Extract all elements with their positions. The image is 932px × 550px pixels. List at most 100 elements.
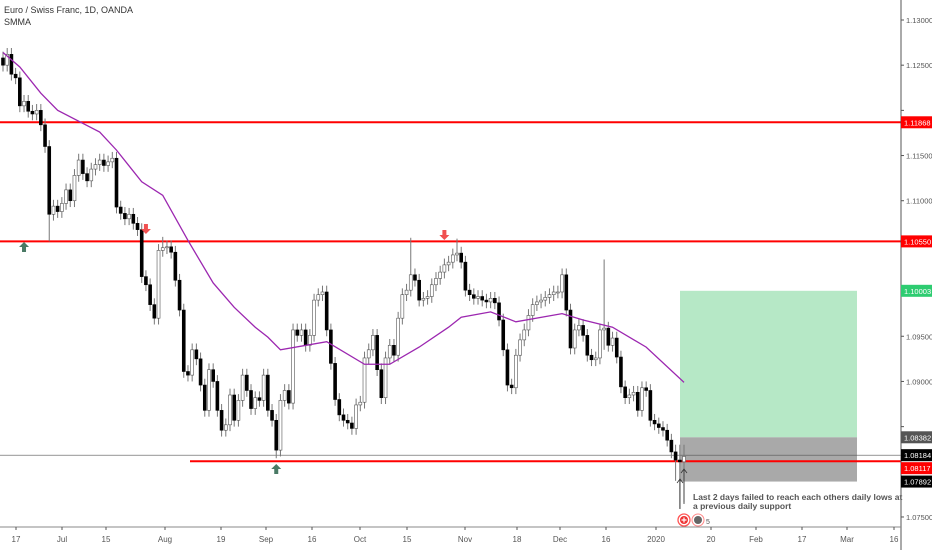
candle xyxy=(568,303,573,355)
candle-body xyxy=(299,329,304,336)
candle-body xyxy=(669,439,674,453)
candle-body xyxy=(526,315,531,331)
annotation-note[interactable]: Last 2 days failed to reach each others … xyxy=(693,492,903,511)
candle xyxy=(631,385,636,402)
candle xyxy=(232,388,237,427)
candle-body xyxy=(219,410,224,431)
candle xyxy=(312,293,316,342)
candle-body xyxy=(455,252,459,256)
candle xyxy=(102,153,106,172)
candle xyxy=(118,200,123,220)
candle-body xyxy=(602,327,606,331)
candle xyxy=(85,167,89,188)
candle-body xyxy=(598,329,602,359)
candle-body xyxy=(396,317,400,356)
candle-body xyxy=(665,429,669,441)
candle xyxy=(131,207,136,230)
candle-body xyxy=(610,337,615,346)
candle xyxy=(81,153,85,180)
candle-body xyxy=(404,289,409,295)
candle xyxy=(13,67,18,85)
candle-body xyxy=(287,390,291,404)
candle-body xyxy=(223,424,228,431)
candle-body xyxy=(215,381,220,411)
candle xyxy=(198,352,203,392)
candle-body xyxy=(556,291,560,294)
earnings-badge-icon xyxy=(694,516,702,524)
candle xyxy=(190,343,194,382)
last-price-label-bg xyxy=(901,449,932,462)
time-tick-label: 15 xyxy=(102,535,111,544)
candle xyxy=(488,291,493,309)
candle-body xyxy=(425,296,430,299)
candle xyxy=(30,104,35,121)
arrow-up-icon xyxy=(19,242,30,252)
candle xyxy=(223,418,228,437)
candle-body xyxy=(606,327,611,346)
time-tick-label: Oct xyxy=(354,535,367,544)
candle xyxy=(463,255,468,297)
candle xyxy=(610,331,615,352)
time-tick-label: 19 xyxy=(217,535,226,544)
candle xyxy=(467,283,472,302)
candle xyxy=(165,240,169,255)
candle-body xyxy=(493,298,497,304)
candle-body xyxy=(291,329,295,404)
candle-body xyxy=(564,274,569,311)
candle-body xyxy=(459,252,464,263)
candle-body xyxy=(329,329,333,364)
event-plus-icon xyxy=(681,517,687,523)
candle-body xyxy=(476,296,480,299)
candle xyxy=(417,273,421,307)
support-price-label-bg xyxy=(901,462,932,475)
candle-body xyxy=(312,299,316,336)
candle xyxy=(450,248,455,269)
candle xyxy=(76,153,81,182)
candle-body xyxy=(249,390,253,409)
candle xyxy=(282,384,287,407)
candle-body xyxy=(614,337,619,358)
candle-body xyxy=(673,451,678,461)
time-tick-label: 20 xyxy=(707,535,716,544)
indicator-label[interactable]: SMMA xyxy=(4,17,31,27)
candle xyxy=(1,51,5,72)
candle-body xyxy=(240,374,245,401)
candle xyxy=(320,285,325,302)
candle xyxy=(635,385,640,417)
candle-body xyxy=(110,157,115,163)
candle xyxy=(577,319,581,337)
candle xyxy=(598,323,602,365)
candle-body xyxy=(68,189,73,202)
candle xyxy=(602,259,606,350)
candle-body xyxy=(577,325,581,331)
chart-header: Euro / Swiss Franc, 1D, OANDA SMMA xyxy=(4,4,133,28)
time-tick-label: 15 xyxy=(403,535,412,544)
candle-body xyxy=(131,213,136,224)
candle-body xyxy=(295,329,300,336)
candle xyxy=(652,413,657,431)
annotation-arrow-icon xyxy=(676,478,684,509)
candle-body xyxy=(303,329,308,346)
candle xyxy=(480,290,485,307)
candle-body xyxy=(173,251,178,281)
candle xyxy=(413,268,417,287)
candle xyxy=(421,291,426,307)
candle-body xyxy=(593,357,598,361)
candle xyxy=(438,265,442,285)
candle-body xyxy=(274,419,279,451)
time-tick-label: Dec xyxy=(553,535,567,544)
candle xyxy=(186,365,190,382)
candle xyxy=(505,343,510,392)
candle xyxy=(547,288,552,304)
candle-body xyxy=(81,159,85,174)
candle-body xyxy=(9,54,14,75)
candle-body xyxy=(160,247,165,251)
candle-body xyxy=(266,374,270,411)
candle xyxy=(619,350,623,394)
candle-body xyxy=(341,414,346,421)
candle xyxy=(585,329,590,362)
candle xyxy=(535,295,539,311)
candle-body xyxy=(518,339,522,356)
candle-body xyxy=(257,397,262,401)
